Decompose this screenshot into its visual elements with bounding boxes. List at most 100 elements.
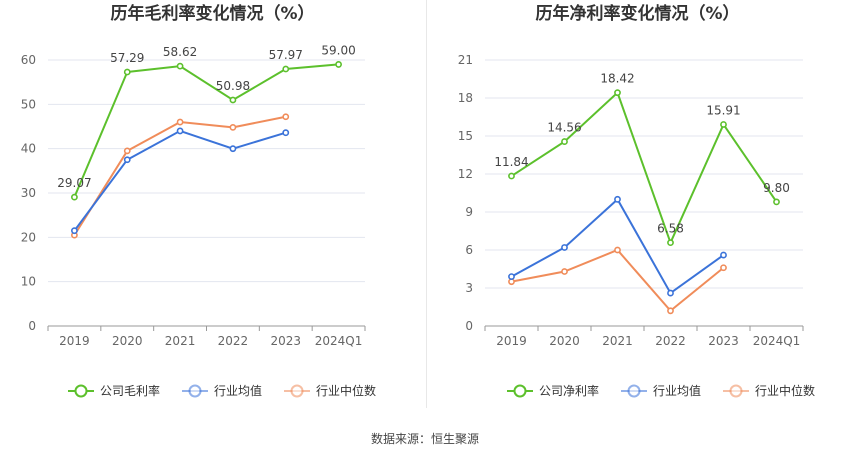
legend-label: 行业中位数 xyxy=(755,383,815,398)
data-point xyxy=(614,89,621,97)
x-tick-label: 2021 xyxy=(165,334,196,348)
y-tick-label: 10 xyxy=(21,275,36,289)
data-point xyxy=(282,129,290,137)
data-label: 14.56 xyxy=(547,121,581,135)
net-margin-chart-panel: 历年净利率变化情况（%） 0 3 6 9 12 15 18 21 2019 2020 2021 202… xyxy=(425,0,850,420)
legend-marker xyxy=(729,384,743,398)
data-point xyxy=(282,113,290,121)
legend-label: 公司净利率 xyxy=(539,383,599,398)
y-tick-label: 6 xyxy=(465,243,473,257)
y-tick-label: 60 xyxy=(21,53,36,67)
data-point xyxy=(508,273,515,280)
series-line xyxy=(73,115,286,236)
data-point xyxy=(176,62,184,70)
legend-label: 行业均值 xyxy=(653,383,701,398)
x-tick-label: 2022 xyxy=(655,334,686,348)
y-tick-label: 21 xyxy=(458,53,473,67)
data-label: 57.97 xyxy=(269,48,303,62)
data-point xyxy=(229,145,237,153)
legend-marker xyxy=(188,384,202,398)
data-point xyxy=(614,246,621,254)
data-point xyxy=(508,172,515,180)
data-point xyxy=(335,61,342,68)
data-point xyxy=(561,268,568,275)
chart-title: 历年净利率变化情况（%） xyxy=(535,4,740,24)
legend-item: 公司净利率 xyxy=(507,383,599,398)
data-point xyxy=(123,156,131,164)
y-tick-label: 40 xyxy=(21,142,36,156)
data-label: 6.58 xyxy=(657,222,684,236)
data-point xyxy=(720,121,727,128)
legend-label: 行业中位数 xyxy=(316,383,376,398)
data-label: 11.84 xyxy=(494,155,528,169)
y-tick-label: 0 xyxy=(28,319,36,333)
series-line xyxy=(73,63,339,198)
x-tick-label: 2024Q1 xyxy=(315,334,363,348)
legend-item: 行业均值 xyxy=(182,383,262,398)
net-margin-chart: 0 3 6 9 12 15 18 21 2019 2020 2021 2022 2023 2024Q1 11… xyxy=(458,53,815,398)
data-point xyxy=(176,127,184,135)
data-label: 18.42 xyxy=(600,72,634,86)
x-tick-label: 2019 xyxy=(59,334,90,348)
data-point xyxy=(71,193,78,201)
data-point xyxy=(667,307,674,315)
legend-item: 行业中位数 xyxy=(284,383,376,398)
x-tick-label: 2020 xyxy=(112,334,143,348)
data-point xyxy=(614,195,621,203)
y-tick-label: 18 xyxy=(458,91,473,105)
x-tick-label: 2021 xyxy=(602,334,633,348)
legend-marker xyxy=(627,384,641,398)
gross-margin-chart-panel: 历年毛利率变化情况（%） 0 10 20 30 40 50 60 2019 2020 2021 20… xyxy=(0,0,425,420)
legend-label: 公司毛利率 xyxy=(100,383,160,398)
data-point xyxy=(667,239,674,247)
data-label: 57.29 xyxy=(110,51,144,65)
gross-margin-chart: 0 10 20 30 40 50 60 2019 2020 2021 2022 2023 2024Q1 2… xyxy=(21,43,376,398)
data-point xyxy=(71,227,78,235)
x-tick-label: 2019 xyxy=(496,334,527,348)
series-line xyxy=(510,90,778,246)
data-label: 59.00 xyxy=(321,43,355,57)
panel-divider xyxy=(426,0,427,408)
legend-label: 行业均值 xyxy=(214,383,262,398)
data-label: 50.98 xyxy=(216,79,250,93)
data-point xyxy=(561,244,568,251)
y-tick-label: 9 xyxy=(465,205,473,219)
data-label: 15.91 xyxy=(706,103,740,117)
data-point xyxy=(561,138,568,145)
y-tick-label: 0 xyxy=(465,319,473,333)
data-point xyxy=(176,118,184,126)
data-label: 29.07 xyxy=(57,176,91,190)
data-point xyxy=(720,251,727,259)
legend-item: 行业中位数 xyxy=(723,383,815,398)
x-tick-label: 2023 xyxy=(708,334,739,348)
x-tick-label: 2020 xyxy=(549,334,580,348)
series-line xyxy=(511,197,725,295)
data-point xyxy=(773,198,780,206)
legend-item: 公司毛利率 xyxy=(68,383,160,398)
x-tick-label: 2023 xyxy=(270,334,301,348)
y-tick-label: 3 xyxy=(465,281,473,295)
data-label: 9.80 xyxy=(763,181,790,195)
y-tick-label: 30 xyxy=(21,186,36,200)
data-point xyxy=(667,289,674,297)
data-point xyxy=(229,96,237,104)
y-tick-label: 12 xyxy=(458,167,473,181)
data-point xyxy=(720,264,727,272)
data-point xyxy=(229,123,237,131)
data-source-note: 数据来源：恒生聚源 xyxy=(370,432,479,446)
data-label: 58.62 xyxy=(163,45,197,59)
data-point xyxy=(282,65,290,73)
x-tick-label: 2022 xyxy=(218,334,249,348)
y-tick-label: 20 xyxy=(21,230,36,244)
data-point xyxy=(123,147,131,155)
data-point xyxy=(123,68,131,76)
y-tick-label: 15 xyxy=(458,129,473,143)
legend-item: 行业均值 xyxy=(621,383,701,398)
x-tick-label: 2024Q1 xyxy=(753,334,801,348)
chart-title: 历年毛利率变化情况（%） xyxy=(110,4,315,24)
y-tick-label: 50 xyxy=(21,97,36,111)
legend-marker xyxy=(290,384,304,398)
series-line xyxy=(73,129,287,232)
legend-marker xyxy=(513,384,527,398)
legend-marker xyxy=(74,384,88,398)
